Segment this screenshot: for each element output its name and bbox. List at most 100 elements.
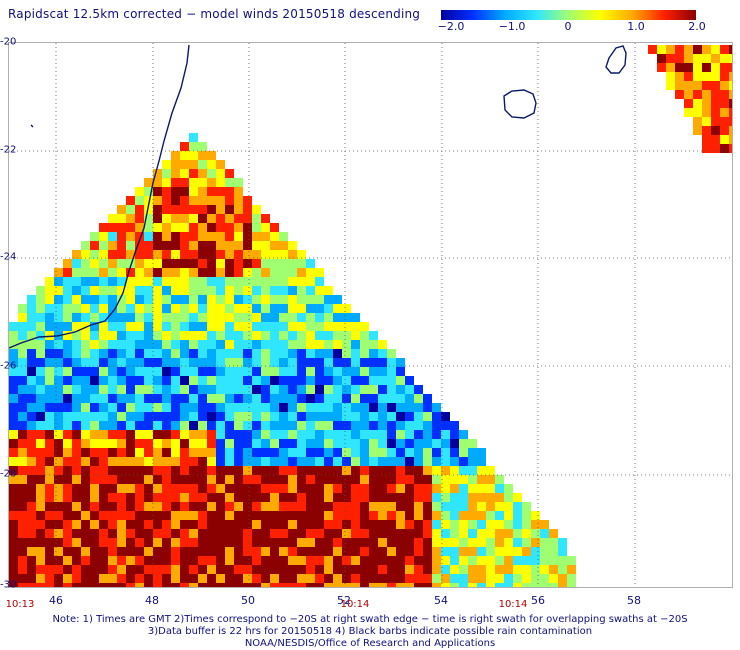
wind-cell <box>117 466 126 475</box>
wind-cell <box>45 286 54 295</box>
wind-cell <box>54 340 63 349</box>
wind-cell <box>63 493 72 502</box>
wind-cell <box>387 466 396 475</box>
wind-cell <box>216 457 225 466</box>
wind-cell <box>117 421 126 430</box>
wind-cell <box>225 376 234 385</box>
wind-cell <box>144 493 153 502</box>
wind-cell <box>369 475 378 484</box>
wind-cell <box>234 331 243 340</box>
wind-cell <box>459 556 468 565</box>
wind-cell <box>423 520 432 529</box>
wind-cell <box>126 529 135 538</box>
wind-cell <box>342 412 351 421</box>
wind-cell <box>252 412 261 421</box>
wind-cell <box>243 511 252 520</box>
wind-cell <box>261 385 270 394</box>
wind-cell <box>234 412 243 421</box>
wind-cell <box>225 466 234 475</box>
wind-cell <box>423 457 432 466</box>
colorbar-tick: −1.0 <box>498 20 526 33</box>
wind-cell <box>36 412 45 421</box>
wind-cell <box>135 547 144 556</box>
wind-cell <box>72 250 81 259</box>
wind-cell <box>216 520 225 529</box>
wind-cell <box>153 430 162 439</box>
wind-cell <box>207 376 216 385</box>
wind-cell <box>396 493 405 502</box>
wind-cell <box>54 349 63 358</box>
wind-cell <box>216 223 225 232</box>
wind-cell <box>369 349 378 358</box>
wind-cell <box>144 268 153 277</box>
wind-cell <box>72 457 81 466</box>
wind-cell <box>180 304 189 313</box>
wind-cell <box>18 430 27 439</box>
wind-cell <box>477 574 486 583</box>
wind-cell <box>126 340 135 349</box>
wind-cell <box>315 520 324 529</box>
wind-cell <box>162 475 171 484</box>
wind-cell <box>396 376 405 385</box>
wind-cell <box>432 421 441 430</box>
wind-cell <box>81 457 90 466</box>
wind-cell <box>99 304 108 313</box>
wind-cell <box>18 412 27 421</box>
wind-cell <box>702 90 711 99</box>
wind-cell <box>315 466 324 475</box>
wind-cell <box>369 583 378 587</box>
wind-cell <box>279 493 288 502</box>
wind-cell <box>207 169 216 178</box>
wind-cell <box>45 385 54 394</box>
wind-cell <box>180 367 189 376</box>
wind-cell <box>405 502 414 511</box>
wind-cell <box>135 430 144 439</box>
wind-cell <box>369 340 378 349</box>
wind-cell <box>198 286 207 295</box>
wind-cell <box>198 529 207 538</box>
wind-cell <box>126 205 135 214</box>
wind-cell <box>207 277 216 286</box>
wind-cell <box>243 538 252 547</box>
wind-cell <box>468 574 477 583</box>
wind-cell <box>297 385 306 394</box>
wind-cell <box>306 268 315 277</box>
wind-cell <box>207 295 216 304</box>
wind-cell <box>27 304 36 313</box>
wind-cell <box>126 286 135 295</box>
wind-cell <box>225 574 234 583</box>
wind-cell <box>396 475 405 484</box>
wind-cell <box>270 448 279 457</box>
wind-cell <box>261 538 270 547</box>
wind-cell <box>135 511 144 520</box>
wind-cell <box>297 313 306 322</box>
wind-cell <box>225 403 234 412</box>
wind-cell <box>270 394 279 403</box>
wind-cell <box>90 295 99 304</box>
wind-cell <box>315 430 324 439</box>
wind-cell <box>54 556 63 565</box>
wind-cell <box>198 340 207 349</box>
wind-cell <box>720 99 729 108</box>
wind-cell <box>261 412 270 421</box>
wind-cell <box>153 448 162 457</box>
wind-cell <box>180 205 189 214</box>
wind-cell <box>387 421 396 430</box>
wind-cell <box>45 556 54 565</box>
wind-cell <box>144 403 153 412</box>
wind-cell <box>297 340 306 349</box>
wind-cell <box>666 45 675 54</box>
wind-cell <box>207 466 216 475</box>
wind-cell <box>279 232 288 241</box>
wind-cell <box>135 367 144 376</box>
wind-cell <box>567 556 576 565</box>
wind-cell <box>216 484 225 493</box>
wind-cell <box>162 538 171 547</box>
wind-cell <box>198 259 207 268</box>
wind-cell <box>252 565 261 574</box>
wind-cell <box>513 511 522 520</box>
wind-cell <box>297 565 306 574</box>
wind-cell <box>90 556 99 565</box>
wind-cell <box>423 574 432 583</box>
wind-cell <box>234 322 243 331</box>
